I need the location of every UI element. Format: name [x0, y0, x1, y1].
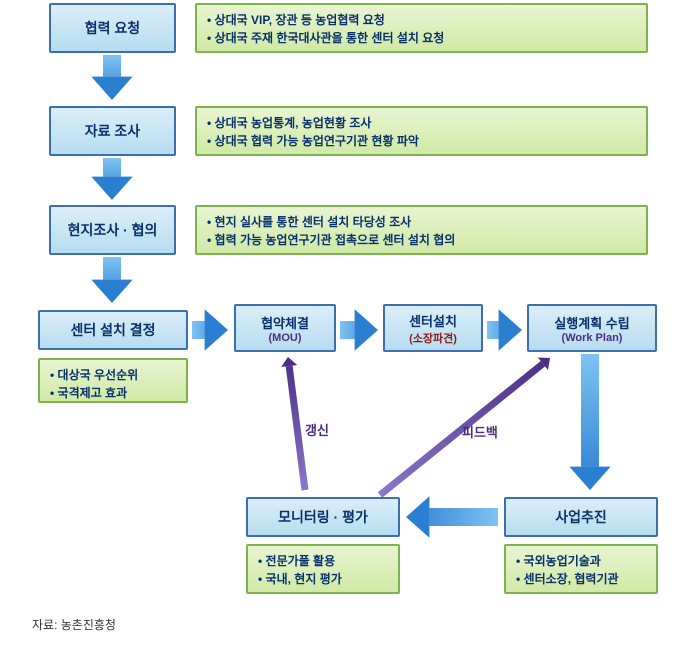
source-line: 자료: 농촌진흥청 — [32, 616, 116, 633]
arrow-label-1: 피드백 — [462, 422, 498, 441]
arrow-label-0: 갱신 — [305, 420, 329, 439]
